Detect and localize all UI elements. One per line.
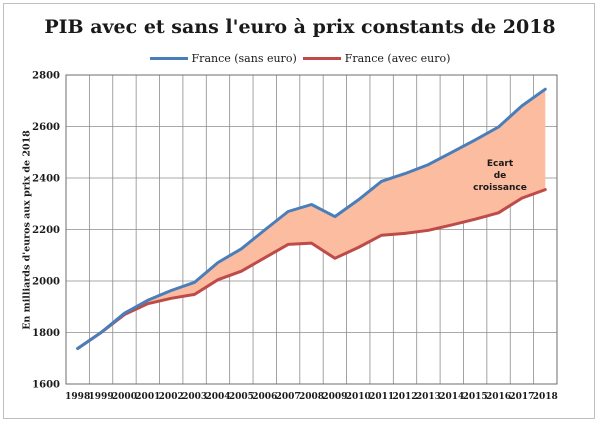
x-tick-label-2008: 2008 [299, 392, 324, 402]
axis-layer [65, 74, 558, 385]
x-tick-label-2014: 2014 [439, 392, 464, 402]
y-tick-label-2400: 2400 [32, 174, 60, 185]
x-tick-label-2015: 2015 [463, 392, 488, 402]
x-tick-label-2007: 2007 [276, 392, 301, 402]
y-tick-label-2800: 2800 [32, 71, 60, 82]
y-tick-label-2000: 2000 [32, 277, 60, 288]
x-tick-label-2002: 2002 [159, 392, 184, 402]
y-tick-label-2200: 2200 [32, 225, 60, 236]
legend-item-sans-euro: France (sans euro) [149, 51, 297, 65]
x-tick-label-1998: 1998 [65, 392, 90, 402]
x-tick-label-2013: 2013 [416, 392, 441, 402]
x-tick-label-2018: 2018 [533, 392, 558, 402]
tick-layer: 1600180020002200240026002800199819992000… [32, 71, 558, 403]
series-line-avec-euro [76, 188, 547, 350]
legend-label-avec-euro: France (avec euro) [344, 51, 451, 65]
x-tick-label-2016: 2016 [486, 392, 511, 402]
x-tick-label-2003: 2003 [182, 392, 207, 402]
x-tick-label-2010: 2010 [346, 392, 371, 402]
plot-border [65, 74, 558, 385]
x-tick-label-2005: 2005 [229, 392, 254, 402]
legend-item-avec-euro: France (avec euro) [302, 51, 451, 65]
x-tick-label-1999: 1999 [89, 392, 114, 402]
legend-label-sans-euro: France (sans euro) [191, 51, 297, 65]
legend: France (sans euro) France (avec euro) [0, 50, 600, 66]
x-tick-label-2004: 2004 [205, 392, 230, 402]
series-line-sans-euro [76, 87, 547, 350]
x-tick-label-2017: 2017 [509, 392, 534, 402]
x-tick-label-2011: 2011 [369, 392, 394, 402]
chart-title: PIB avec et sans l'euro à prix constants… [44, 16, 556, 38]
y-tick-label-1600: 1600 [32, 380, 60, 391]
y-tick-label-2600: 2600 [32, 122, 60, 133]
y-tick-label-1800: 1800 [32, 328, 60, 339]
x-tick-label-2001: 2001 [135, 392, 160, 402]
x-tick-label-2000: 2000 [112, 392, 137, 402]
x-tick-label-2006: 2006 [252, 392, 277, 402]
legend-swatch-avec-euro [302, 56, 341, 60]
legend-swatch-sans-euro [149, 56, 188, 60]
x-tick-label-2012: 2012 [392, 392, 417, 402]
annotation-ecart: Ecart de croissance [473, 159, 527, 193]
line-layer [76, 87, 547, 350]
x-tick-label-2009: 2009 [322, 392, 347, 402]
